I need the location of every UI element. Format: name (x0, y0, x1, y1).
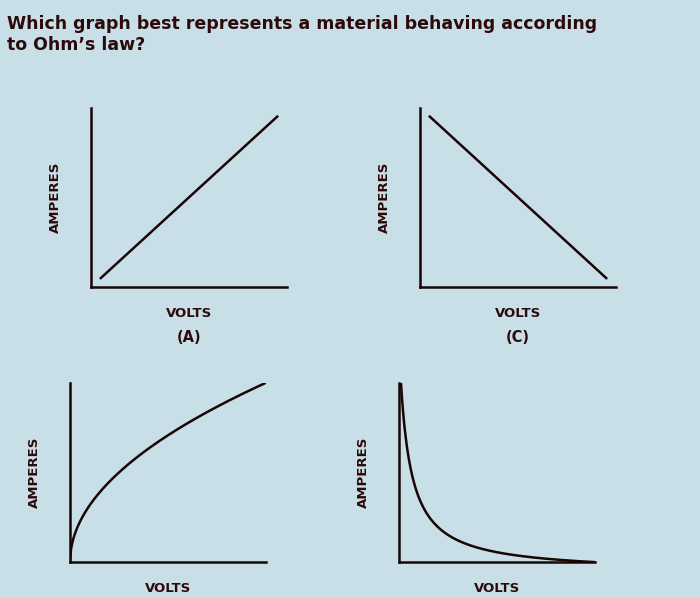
Text: AMPERES: AMPERES (357, 437, 370, 508)
Text: to Ohm’s law?: to Ohm’s law? (7, 36, 146, 54)
Text: AMPERES: AMPERES (28, 437, 41, 508)
Text: (C): (C) (506, 330, 530, 345)
Text: AMPERES: AMPERES (378, 161, 391, 233)
Text: VOLTS: VOLTS (166, 307, 212, 320)
Text: VOLTS: VOLTS (145, 582, 191, 595)
Text: (A): (A) (176, 330, 202, 345)
Text: VOLTS: VOLTS (495, 307, 541, 320)
Text: VOLTS: VOLTS (474, 582, 520, 595)
Text: Which graph best represents a material behaving according: Which graph best represents a material b… (7, 15, 597, 33)
Text: AMPERES: AMPERES (49, 161, 62, 233)
